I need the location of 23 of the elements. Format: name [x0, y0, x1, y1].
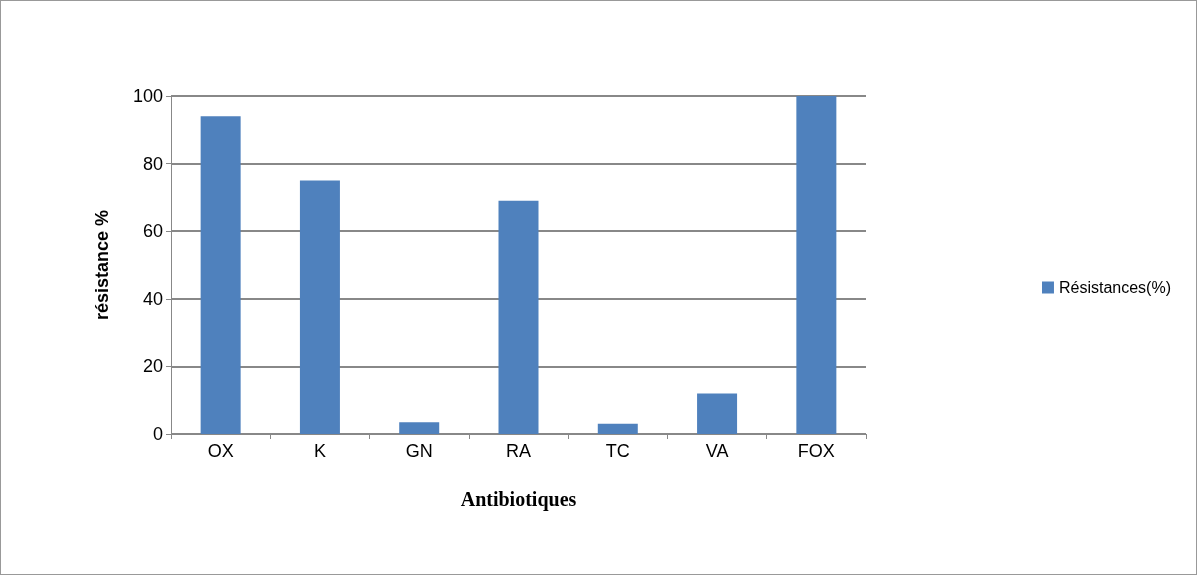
bar: [597, 423, 638, 434]
bar: [697, 393, 738, 434]
bar: [299, 180, 340, 434]
y-tick-label: 100: [132, 86, 163, 106]
y-tick-label: 80: [142, 153, 163, 174]
x-tick-label: OX: [207, 441, 234, 461]
x-tick-label: TC: [605, 441, 630, 461]
y-axis-title: résistance %: [92, 209, 112, 321]
bar: [399, 422, 440, 434]
bar: [796, 96, 837, 434]
y-tick-label: 20: [142, 356, 163, 377]
bar: [200, 116, 241, 434]
x-tick-label: RA: [505, 441, 532, 461]
y-tick-label: 0: [152, 424, 163, 444]
legend-label: Résistances(%): [1058, 279, 1171, 296]
y-tick-label: 40: [142, 288, 163, 309]
bar: [498, 200, 539, 434]
x-tick-label: GN: [405, 441, 433, 461]
x-tick-label: FOX: [797, 441, 835, 461]
y-tick-label: 60: [142, 221, 163, 242]
x-axis-title: Antibiotiques: [460, 488, 577, 511]
x-tick-label: VA: [705, 441, 729, 461]
x-tick-label: K: [313, 441, 326, 461]
